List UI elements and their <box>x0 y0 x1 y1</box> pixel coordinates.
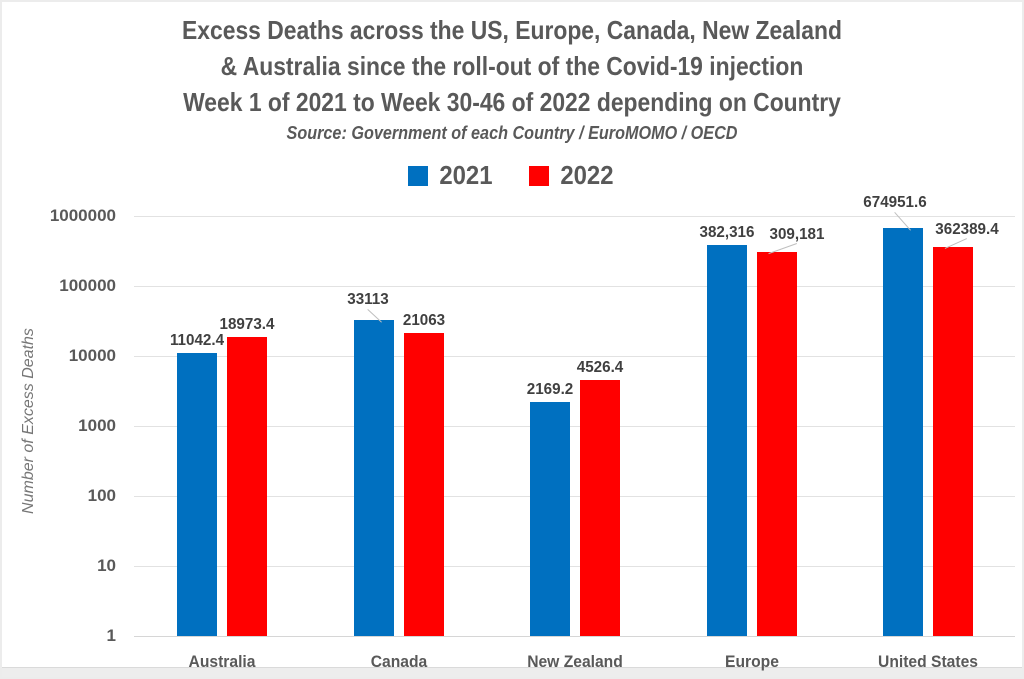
value-label-2022-europe: 309,181 <box>769 225 824 243</box>
y-tick-10000: 10000 <box>68 346 116 365</box>
bar-2021-united-states <box>883 227 923 636</box>
chart-source-note: Source: Government of each Country / Eur… <box>286 123 738 143</box>
value-label-2021-europe: 382,316 <box>699 224 754 242</box>
bar-2021-europe <box>706 245 747 636</box>
bar-2022-united-states <box>933 246 973 636</box>
gridline-1000 <box>134 426 1015 427</box>
x-label-europe: Europe <box>724 652 779 671</box>
y-tick-1000: 1000 <box>78 416 116 435</box>
bar-2022-australia <box>227 336 267 636</box>
gridline-10 <box>134 566 1015 567</box>
y-tick-100000: 100000 <box>59 276 116 295</box>
legend-swatch-2021 <box>408 165 429 186</box>
value-label-2021-australia: 11042.4 <box>169 331 225 349</box>
chart-title-line-1: Excess Deaths across the US, Europe, Can… <box>182 15 842 45</box>
x-label-new-zealand: New Zealand <box>527 652 623 671</box>
bar-2021-australia <box>177 352 217 636</box>
bottom-edge-strip <box>2 667 1022 677</box>
legend-label-2022: 2022 <box>560 160 614 190</box>
y-tick-1000000: 1000000 <box>49 206 116 225</box>
value-label-2021-new-zealand: 2169.2 <box>526 381 574 399</box>
x-label-australia: Australia <box>188 652 256 671</box>
gridline-1000000 <box>134 216 1015 217</box>
y-tick-100: 100 <box>87 486 116 505</box>
x-label-united-states: United States <box>878 652 978 671</box>
legend-swatch-2022 <box>529 165 549 186</box>
value-label-2021-canada: 33113 <box>346 290 389 308</box>
bar-2022-europe <box>756 251 797 636</box>
chart-title-line-2: & Australia since the roll-out of the Co… <box>220 51 804 81</box>
legend-item-2021: 2021 <box>408 160 495 191</box>
value-label-2022-new-zealand: 4526.4 <box>576 359 624 377</box>
chart-title-line-3: Week 1 of 2021 to Week 30-46 of 2022 dep… <box>183 87 841 117</box>
gridline-100 <box>134 496 1015 497</box>
chart-legend: 2021 2022 <box>2 160 1022 191</box>
gridline-10000 <box>134 356 1015 357</box>
bar-2022-new-zealand <box>580 380 620 636</box>
legend-item-2022: 2022 <box>529 160 616 191</box>
bar-2021-canada <box>353 319 394 636</box>
legend-label-2021: 2021 <box>439 160 493 190</box>
value-label-2022-australia: 18973.4 <box>219 315 275 333</box>
x-label-canada: Canada <box>370 652 427 671</box>
bar-2021-new-zealand <box>530 402 570 636</box>
value-label-2021-united-states: 674951.6 <box>863 193 927 211</box>
chart-title-block: Excess Deaths across the US, Europe, Can… <box>2 12 1022 146</box>
value-label-2022-united-states: 362389.4 <box>935 220 999 238</box>
y-tick-10: 10 <box>97 556 116 575</box>
value-label-2022-canada: 21063 <box>402 312 445 330</box>
gridline-1 <box>134 636 1015 637</box>
bar-2022-canada <box>403 333 444 636</box>
gridline-100000 <box>134 286 1015 287</box>
y-tick-1: 1 <box>106 626 116 645</box>
